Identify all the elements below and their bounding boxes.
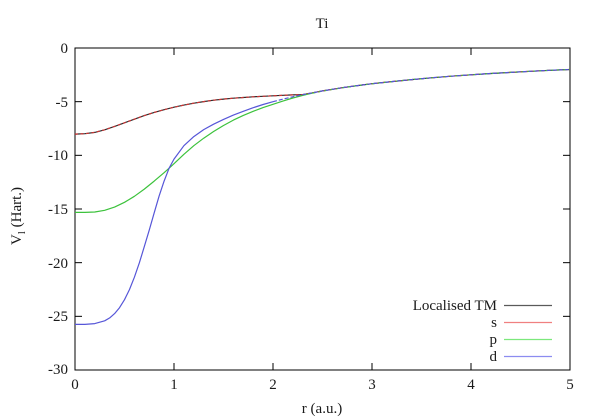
legend-label-localised-tm: Localised TM: [413, 298, 497, 314]
legend: Localised TM s p d: [413, 298, 552, 365]
y-tick-labels: 0 -5 -10 -15 -20 -25 -30: [48, 41, 68, 378]
chart-title: Ti: [316, 16, 329, 32]
y-axis-label-main: V: [9, 234, 25, 245]
y-axis-label-subscript: l: [16, 231, 28, 234]
y-tick-label-m5: -5: [56, 95, 69, 111]
legend-item-s: s: [491, 315, 552, 331]
x-tick-label-5: 5: [566, 377, 574, 393]
curve-localised-tm: [74, 68, 571, 135]
x-tick-label-3: 3: [368, 377, 376, 393]
curve-d: [75, 101, 274, 325]
y-tick-label-m10: -10: [48, 148, 68, 164]
y-tick-label-m25: -25: [48, 309, 68, 325]
plot-curves: [74, 68, 571, 325]
curve-d: [272, 68, 571, 103]
curve-p: [312, 68, 571, 94]
x-tick-label-0: 0: [71, 377, 79, 393]
legend-item-p: p: [490, 332, 552, 348]
tick-marks: [74, 47, 571, 371]
curve-p: [75, 92, 313, 213]
y-tick-label-m30: -30: [48, 362, 68, 378]
x-axis-label: r (a.u.): [302, 401, 342, 417]
x-tick-labels: 0 1 2 3 4 5: [71, 377, 574, 393]
legend-item-d: d: [490, 349, 552, 365]
y-axis-label-units: (Hart.): [9, 187, 25, 231]
legend-label-s: s: [491, 315, 497, 331]
legend-label-d: d: [490, 349, 498, 365]
legend-item-localised-tm: Localised TM: [413, 298, 552, 314]
y-tick-label-0: 0: [61, 41, 69, 57]
x-tick-label-4: 4: [467, 377, 475, 393]
x-tick-label-1: 1: [170, 377, 178, 393]
y-tick-label-m15: -15: [48, 202, 68, 218]
y-tick-label-m20: -20: [48, 256, 68, 272]
legend-label-p: p: [490, 332, 498, 348]
x-tick-label-2: 2: [269, 377, 277, 393]
y-axis-label: Vl (Hart.): [9, 187, 28, 245]
curve-s: [74, 68, 571, 135]
